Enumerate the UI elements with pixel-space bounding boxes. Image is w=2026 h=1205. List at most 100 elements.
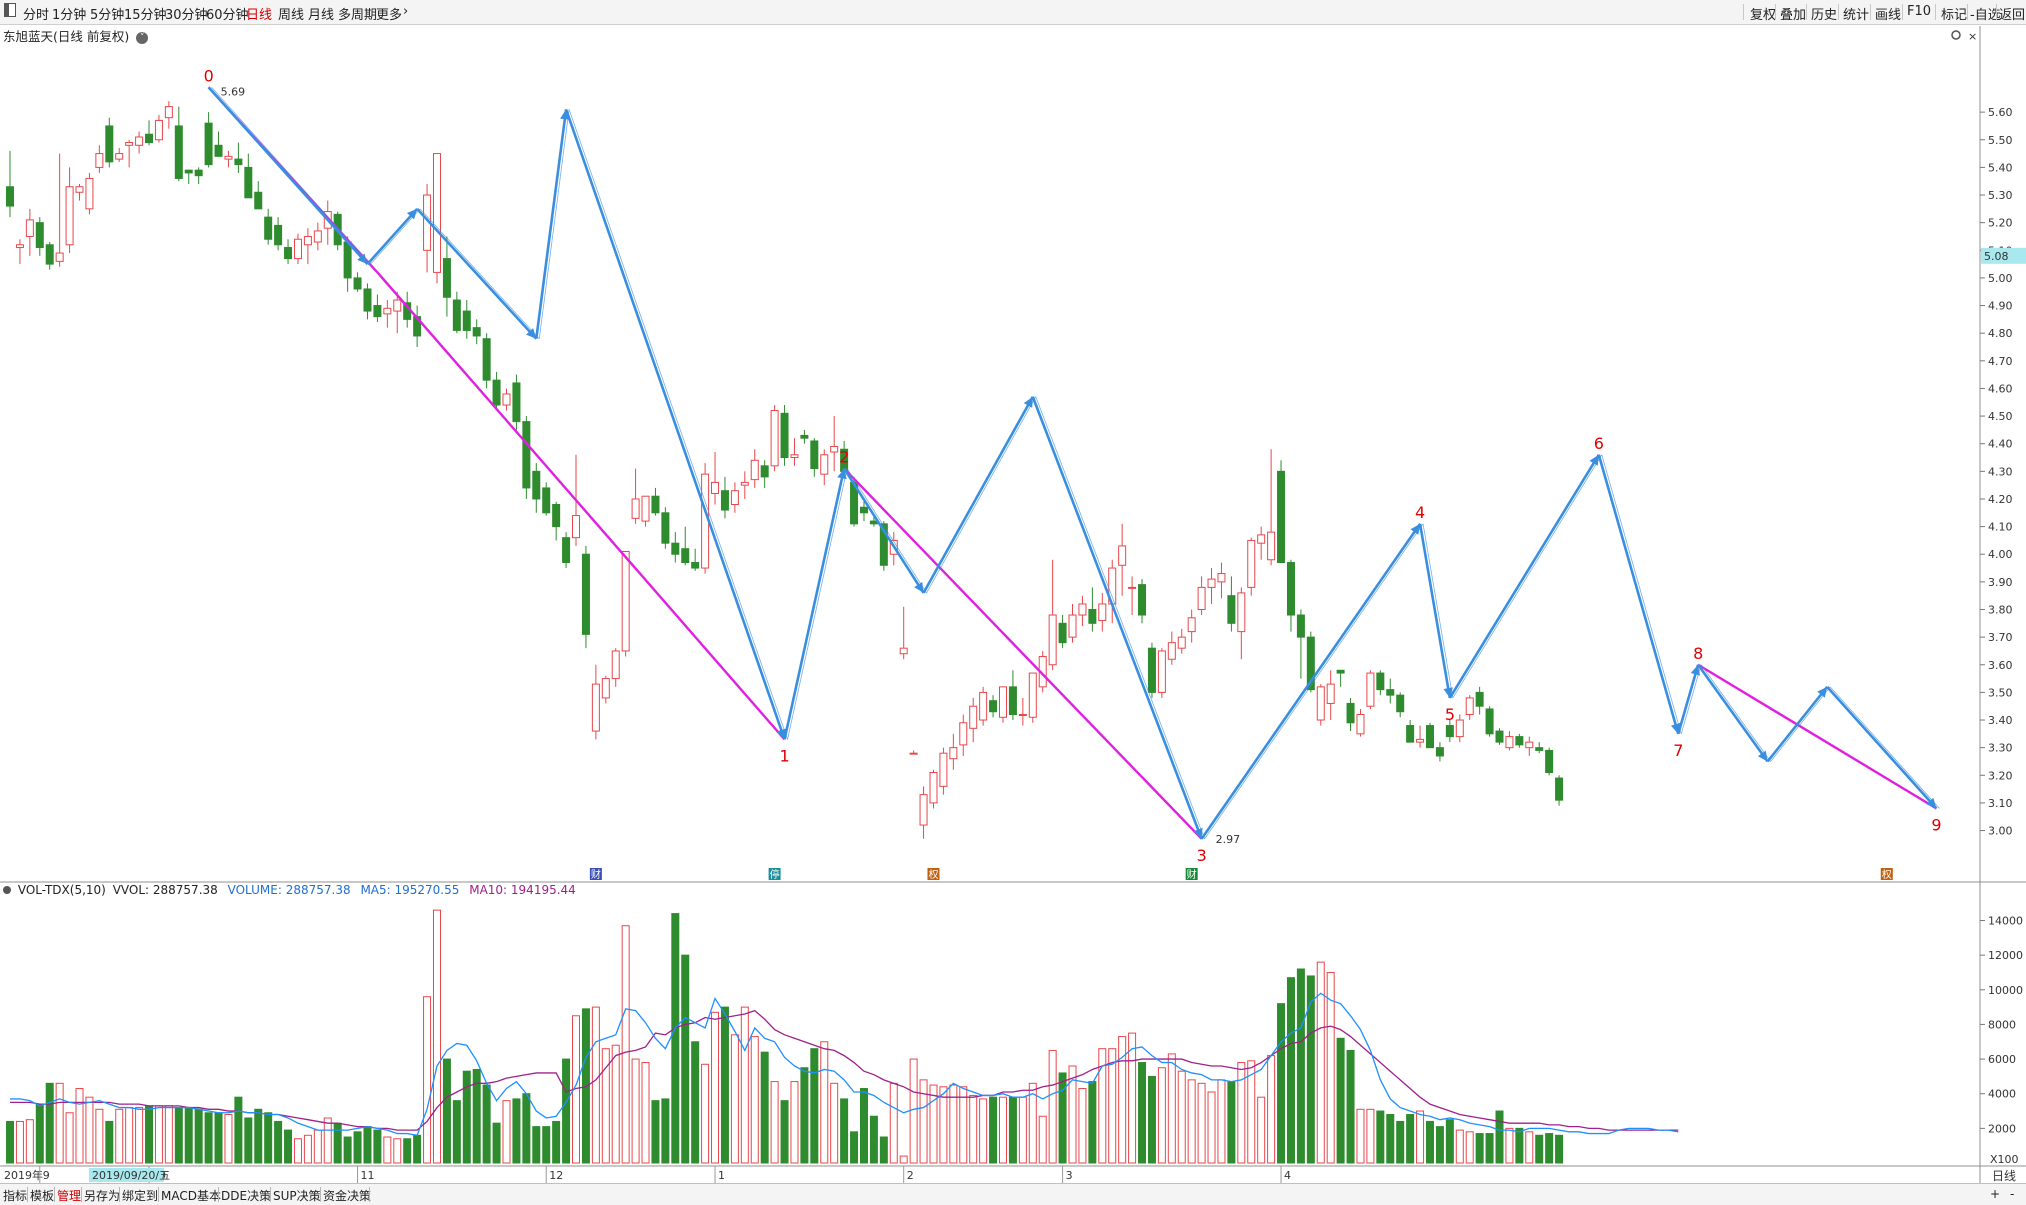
magenta-trend-line — [843, 467, 1203, 840]
candle-body — [95, 153, 104, 168]
candle-body — [572, 515, 581, 539]
volume-bar — [135, 1107, 144, 1164]
volume-bar — [55, 1082, 64, 1164]
candle-body — [502, 393, 511, 406]
stats-button[interactable]: 统计 — [1843, 8, 1870, 23]
chevron-right-icon[interactable]: › — [403, 4, 409, 19]
tab-bind-to[interactable]: 绑定到 — [122, 1189, 159, 1203]
overlay-button[interactable]: 叠加 — [1780, 8, 1807, 23]
tab-60min[interactable]: 60分钟 — [206, 8, 249, 23]
tab-fund-decision[interactable]: 资金决策 — [323, 1189, 372, 1203]
candle-body — [770, 410, 779, 467]
volume-bar — [1346, 1049, 1355, 1164]
vol-indicator-name[interactable]: VOL-TDX(5,10) — [17, 883, 106, 897]
tab-5min[interactable]: 5分钟 — [90, 8, 125, 23]
candle-body — [303, 235, 312, 246]
candle-body — [1227, 595, 1236, 624]
zoom-out-button[interactable]: - — [2010, 1187, 2015, 1201]
stock-title[interactable]: 东旭蓝天(日线 前复权) ˅ — [3, 26, 149, 45]
blue-wave-line — [1766, 686, 1829, 763]
candle-body — [1465, 697, 1474, 716]
tab-manage[interactable]: 管理 — [57, 1189, 82, 1203]
volume-bar — [522, 1093, 531, 1164]
volume-bar — [939, 1086, 948, 1164]
candle-body — [234, 158, 243, 166]
draw-line-button[interactable]: 画线 — [1875, 8, 1902, 23]
candle-body — [1088, 609, 1097, 624]
fuquan-button[interactable]: 复权 — [1750, 8, 1777, 23]
dropdown-circle-icon[interactable]: ˅ — [136, 31, 149, 44]
tab-1min[interactable]: 1分钟 — [52, 8, 87, 23]
tab-save-as[interactable]: 另存为 — [84, 1189, 121, 1203]
close-icon[interactable]: × — [1968, 30, 1977, 43]
date-axis: 2019年910111212342019/09/20/五 — [4, 1166, 1291, 1183]
candle-body — [869, 520, 878, 525]
volume-bar — [1435, 1126, 1444, 1164]
mark-button[interactable]: 标记 — [1941, 8, 1968, 23]
volume-bar — [65, 1112, 74, 1164]
candle-body — [105, 125, 114, 163]
volume-bar — [293, 1138, 302, 1164]
tab-more[interactable]: 更多 — [376, 8, 403, 23]
price-tick-label: 4.50 — [1988, 410, 2013, 423]
cursor-date-badge — [89, 1168, 165, 1182]
month-label: 3 — [1066, 1169, 1073, 1182]
candle-body — [1505, 736, 1514, 749]
candle-body — [631, 498, 640, 519]
volume-bar — [1028, 1082, 1037, 1164]
toolbar-divider — [1838, 4, 1839, 20]
volume-bar — [1267, 1055, 1276, 1164]
volume-bar — [214, 1112, 223, 1164]
volume-tick-label: 8000 — [1988, 1018, 2016, 1031]
tab-sup-decision[interactable]: SUP决策 — [273, 1189, 321, 1203]
volume-bar — [403, 1138, 412, 1164]
settings-icon[interactable] — [1951, 30, 1961, 40]
blue-wave-guide — [568, 109, 788, 740]
candle-body — [1485, 708, 1494, 735]
price-tick-label: 4.10 — [1988, 521, 2013, 534]
candle-body — [651, 495, 660, 514]
tab-template[interactable]: 模板 — [30, 1189, 55, 1203]
candle-body — [492, 379, 501, 406]
candle-body — [1257, 534, 1266, 544]
candle-body — [353, 277, 362, 290]
tab-fenshi[interactable]: 分时 — [23, 8, 50, 23]
candle-body — [1425, 725, 1434, 749]
candle-body — [85, 177, 94, 210]
tab-monthly[interactable]: 月线 — [308, 8, 335, 23]
candle-body — [254, 191, 263, 210]
indicator-dot-icon[interactable] — [3, 886, 11, 894]
candle-body — [1346, 702, 1355, 724]
tab-15min[interactable]: 15分钟 — [124, 8, 167, 23]
candle-body — [1406, 725, 1415, 743]
tab-indicator[interactable]: 指标 — [3, 1189, 28, 1203]
volume-bar — [502, 1100, 511, 1164]
remove-watchlist-button[interactable]: -自选 — [1970, 8, 2001, 23]
candle-body — [1187, 617, 1196, 633]
tab-divider — [119, 1187, 120, 1202]
volume-bar — [1416, 1110, 1425, 1164]
candle-body — [15, 244, 24, 249]
period-label: 日线 — [1992, 1169, 2016, 1183]
price-tick-label: 3.00 — [1988, 825, 2013, 838]
back-button[interactable]: 返回 — [1999, 8, 2026, 23]
f10-button[interactable]: F10 — [1907, 4, 1932, 19]
tab-dde-decision[interactable]: DDE决策 — [221, 1189, 272, 1203]
candle-body — [999, 686, 1007, 718]
event-marker-glyph: 停 — [770, 868, 780, 881]
tab-multi-period[interactable]: 多周期 — [338, 8, 378, 23]
tab-macd-basic[interactable]: MACD基本 — [161, 1189, 221, 1203]
candle-body — [989, 700, 998, 713]
zoom-in-button[interactable]: + — [1990, 1187, 2001, 1201]
volume-bar — [1316, 961, 1325, 1164]
volume-bar — [1445, 1119, 1454, 1164]
panel-toggle-icon[interactable] — [4, 3, 16, 17]
history-button[interactable]: 历史 — [1811, 8, 1838, 23]
tab-daily[interactable]: 日线 — [246, 8, 273, 23]
volume-bar — [711, 1011, 720, 1164]
candle-body — [1167, 642, 1176, 660]
tab-weekly[interactable]: 周线 — [278, 8, 305, 23]
volume-bar — [303, 1134, 312, 1164]
tab-30min[interactable]: 30分钟 — [165, 8, 208, 23]
